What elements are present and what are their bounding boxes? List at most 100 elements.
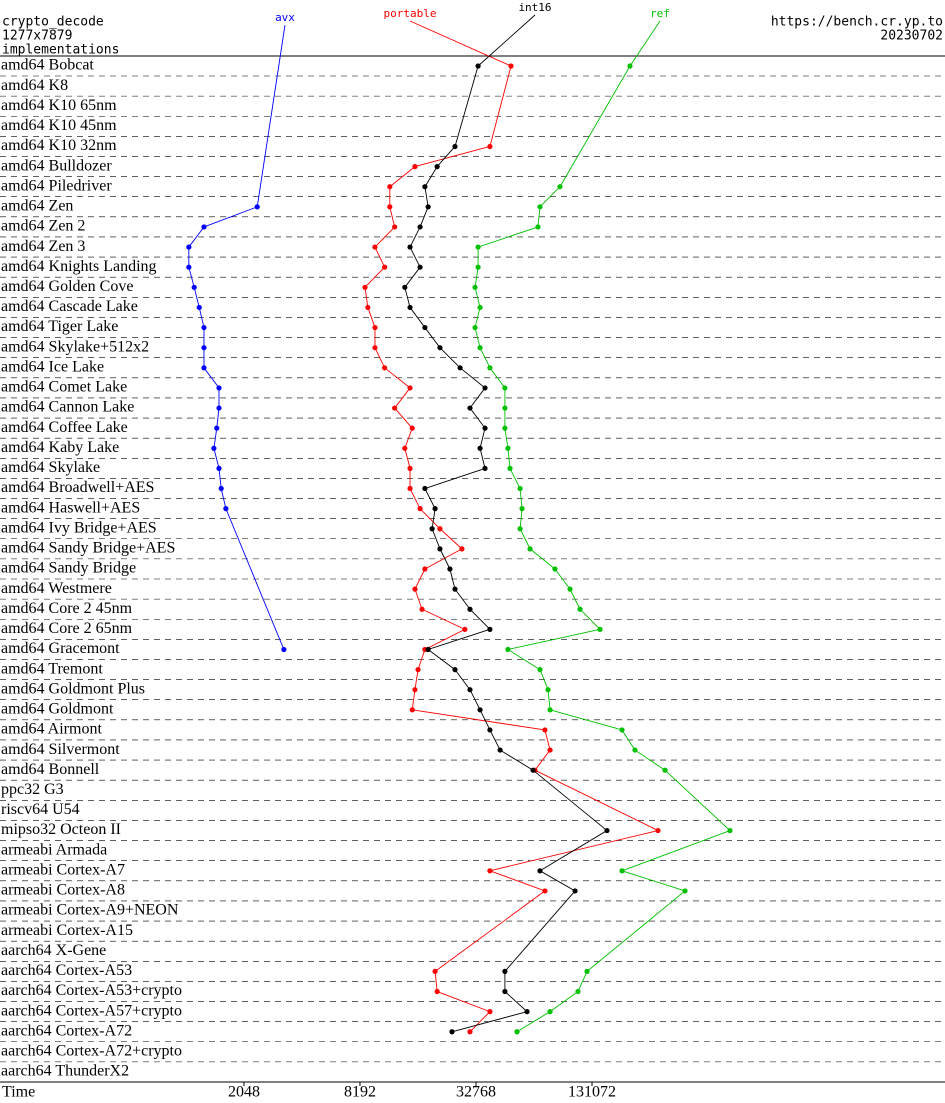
data-point	[462, 626, 468, 632]
series-segment	[374, 226, 395, 248]
row-label: aarch64 Cortex-A72	[1, 1022, 132, 1039]
row-label: amd64 Bobcat	[1, 57, 94, 74]
data-point	[452, 143, 458, 150]
series-segment	[554, 568, 571, 590]
row-label: amd64 Sandy Bridge+AES	[1, 540, 175, 557]
series-segment	[519, 488, 523, 509]
series-segment	[439, 347, 461, 369]
series-segment	[404, 428, 413, 449]
x-tick-label: 8192	[344, 1084, 376, 1101]
series-segment	[225, 508, 285, 650]
series-segment	[220, 488, 227, 509]
data-point	[507, 465, 513, 471]
data-point	[452, 667, 458, 673]
series-segment	[621, 870, 686, 892]
row-label: amd64 Zen	[1, 198, 73, 215]
data-point	[682, 888, 688, 894]
row-label: armeabi Armada	[1, 841, 107, 858]
row-label: amd64 Skylake+512x2	[1, 338, 149, 355]
row-label: aarch64 X-Gene	[1, 942, 106, 959]
series-segment	[507, 448, 511, 469]
series-segment	[419, 508, 441, 530]
series-segment	[218, 468, 222, 489]
data-point	[584, 968, 590, 975]
row-label: aarch64 Cortex-A57+crypto	[1, 1002, 182, 1019]
row-label: amd64 Comet Lake	[1, 379, 127, 396]
series-segment	[436, 146, 456, 167]
series-segment	[421, 608, 466, 630]
data-point	[619, 727, 625, 733]
series-segment	[404, 287, 411, 308]
data-point	[452, 586, 458, 592]
data-point	[434, 988, 440, 995]
series-segment	[409, 226, 421, 248]
series-segment	[479, 428, 486, 449]
series-label: portable	[384, 7, 437, 20]
data-point	[467, 687, 473, 693]
data-point	[487, 727, 493, 733]
series-segment	[203, 367, 220, 389]
series-segment	[499, 749, 534, 771]
series-segment	[364, 266, 385, 288]
data-point	[577, 606, 583, 612]
series-segment	[544, 729, 551, 751]
series-segment	[427, 649, 456, 670]
data-point	[372, 324, 378, 331]
data-point	[487, 626, 493, 632]
row-label: amd64 Tremont	[1, 660, 103, 677]
series-segment	[529, 548, 556, 570]
series-segment	[479, 448, 486, 469]
data-point	[447, 566, 453, 572]
data-point	[432, 968, 438, 975]
data-point	[514, 1029, 520, 1035]
data-point	[632, 747, 638, 753]
data-point	[407, 485, 413, 492]
x-tick-label: 2048	[228, 1084, 260, 1101]
series-segment	[213, 428, 218, 449]
data-point	[502, 988, 508, 995]
series-segment	[549, 709, 623, 731]
row-label: armeabi Cortex-A9+NEON	[1, 902, 179, 919]
data-point	[362, 284, 368, 290]
data-point	[542, 727, 548, 733]
data-point	[201, 324, 207, 331]
data-point	[482, 385, 488, 391]
series-label: ref	[650, 7, 670, 20]
series-segment	[489, 65, 512, 147]
row-label: amd64 Piledriver	[1, 177, 112, 194]
data-point	[422, 485, 428, 492]
data-point	[218, 485, 224, 492]
series-segment	[489, 367, 506, 389]
data-point	[459, 546, 465, 552]
row-label: amd64 Ice Lake	[1, 358, 104, 375]
series-segment	[504, 991, 528, 1012]
row-label: amd64 Silvermont	[1, 741, 120, 758]
data-point	[517, 526, 523, 532]
series-segment	[469, 1011, 491, 1033]
series-segment	[537, 206, 541, 228]
data-point	[502, 968, 508, 975]
series-segment	[507, 628, 601, 650]
row-label: aarch64 ThunderX2	[1, 1063, 129, 1080]
data-point	[535, 224, 541, 230]
data-point	[281, 646, 287, 653]
series-segment	[436, 991, 491, 1013]
series-segment	[509, 468, 521, 489]
row-label: amd64 Knights Landing	[1, 258, 157, 275]
row-label: ppc32 G3	[1, 781, 64, 798]
data-point	[372, 345, 378, 351]
data-point	[437, 345, 443, 351]
series-segment	[389, 166, 416, 188]
series-segment	[424, 327, 441, 348]
data-point	[519, 506, 525, 512]
data-point	[487, 143, 493, 150]
series-segment	[664, 769, 731, 831]
data-point	[575, 988, 581, 995]
data-point	[407, 304, 413, 311]
series-segment	[504, 890, 576, 972]
row-label: amd64 Goldmont	[1, 701, 114, 718]
row-label: armeabi Cortex-A7	[1, 861, 125, 878]
row-label: amd64 Cascade Lake	[1, 298, 138, 315]
series-segment	[409, 246, 421, 268]
series-segment	[409, 307, 426, 328]
